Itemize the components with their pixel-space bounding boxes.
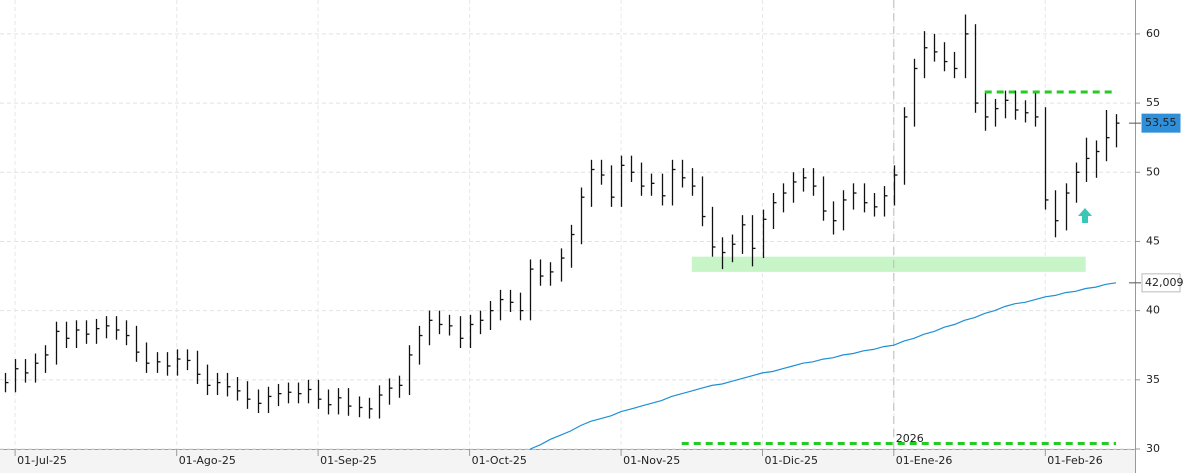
x-tick-label: 01-Ago-25 bbox=[179, 454, 236, 467]
price-marker-label: 42,009 bbox=[1145, 276, 1184, 289]
price-marker bbox=[1141, 273, 1181, 293]
moving-average bbox=[529, 282, 1117, 450]
y-tick-label: 45 bbox=[1146, 234, 1160, 247]
x-tick-label: 01-Oct-25 bbox=[472, 454, 527, 467]
x-tick-label: 01-Feb-26 bbox=[1047, 454, 1102, 467]
up-arrow bbox=[1078, 208, 1092, 223]
y-tick-label: 35 bbox=[1146, 373, 1160, 386]
price-marker bbox=[1141, 113, 1181, 133]
x-axis-band bbox=[0, 449, 1135, 473]
support-zone bbox=[691, 256, 1086, 272]
price-marker-label: 53,55 bbox=[1145, 116, 1177, 129]
y-tick-label: 40 bbox=[1146, 304, 1160, 317]
y-tick-label: 60 bbox=[1146, 27, 1160, 40]
y-tick-label: 30 bbox=[1146, 442, 1160, 455]
x-tick-label: 01-Nov-25 bbox=[623, 454, 680, 467]
x-tick-label: 01-Dic-25 bbox=[765, 454, 819, 467]
year-label: 2026 bbox=[896, 432, 924, 445]
x-tick-label: 01-Sep-25 bbox=[320, 454, 377, 467]
x-tick-label: 01-Ene-26 bbox=[896, 454, 953, 467]
y-tick-label: 55 bbox=[1146, 96, 1160, 109]
x-tick-label: 01-Jul-25 bbox=[17, 454, 67, 467]
y-tick-label: 50 bbox=[1146, 165, 1160, 178]
